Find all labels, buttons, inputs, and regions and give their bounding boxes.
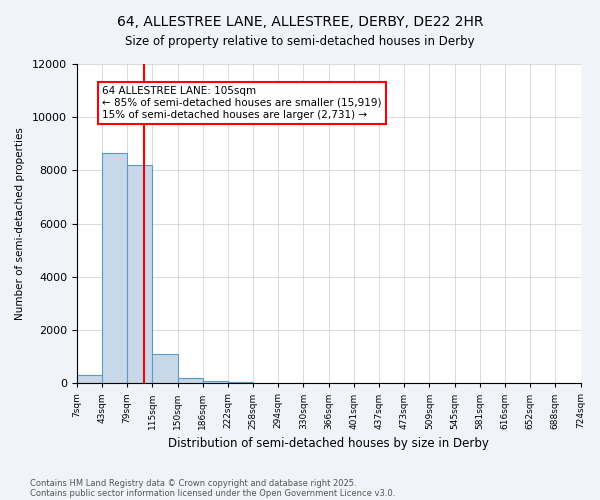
Bar — [127, 165, 152, 384]
Bar — [228, 382, 253, 384]
Text: 64, ALLESTREE LANE, ALLESTREE, DERBY, DE22 2HR: 64, ALLESTREE LANE, ALLESTREE, DERBY, DE… — [117, 15, 483, 29]
Text: Size of property relative to semi-detached houses in Derby: Size of property relative to semi-detach… — [125, 35, 475, 48]
X-axis label: Distribution of semi-detached houses by size in Derby: Distribution of semi-detached houses by … — [168, 437, 489, 450]
Bar — [77, 376, 102, 384]
Bar — [178, 378, 203, 384]
Text: 64 ALLESTREE LANE: 105sqm
← 85% of semi-detached houses are smaller (15,919)
15%: 64 ALLESTREE LANE: 105sqm ← 85% of semi-… — [102, 86, 382, 120]
Y-axis label: Number of semi-detached properties: Number of semi-detached properties — [15, 127, 25, 320]
Bar — [152, 354, 178, 384]
Text: Contains public sector information licensed under the Open Government Licence v3: Contains public sector information licen… — [30, 488, 395, 498]
Bar — [203, 380, 228, 384]
Bar — [102, 153, 127, 384]
Text: Contains HM Land Registry data © Crown copyright and database right 2025.: Contains HM Land Registry data © Crown c… — [30, 478, 356, 488]
